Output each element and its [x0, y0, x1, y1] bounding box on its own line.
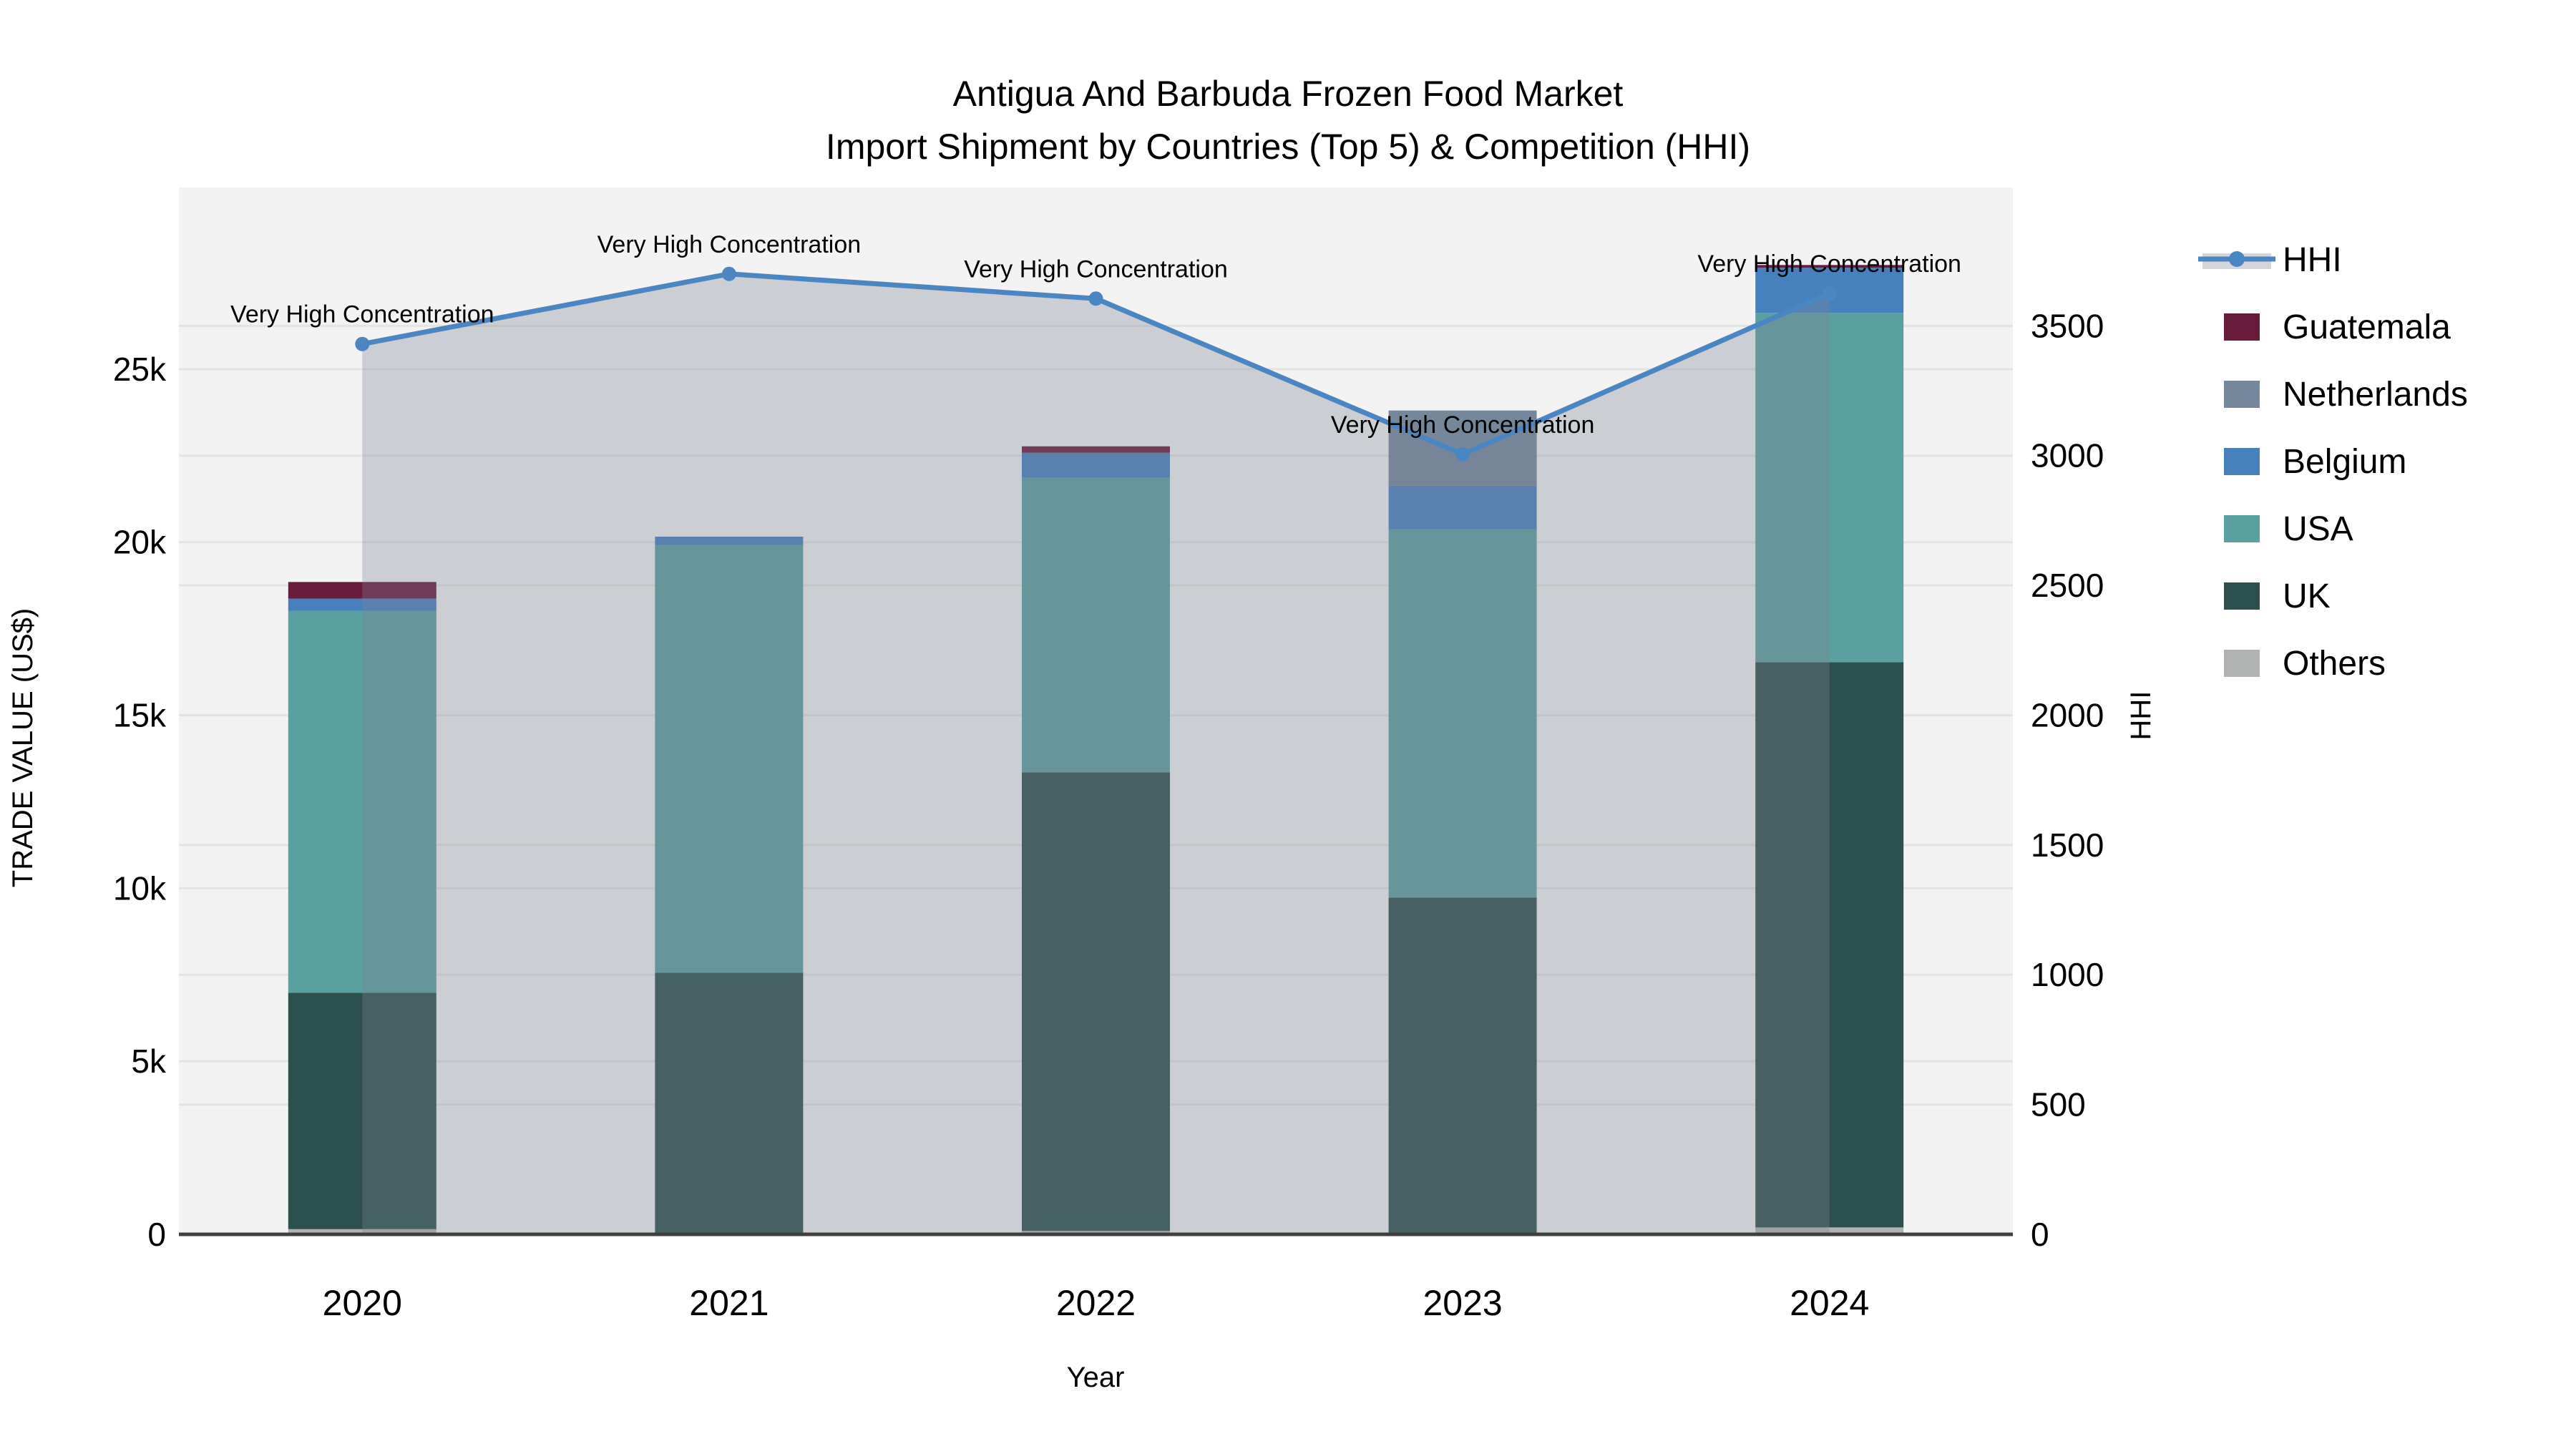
y-axis-title-left: TRADE VALUE (US$) [7, 608, 39, 887]
hhi-marker-2023[interactable] [1455, 447, 1470, 462]
legend-item-guatemala[interactable]: Guatemala [2224, 308, 2451, 346]
legend-item-others[interactable]: Others [2224, 645, 2386, 683]
legend-swatch-belgium [2224, 448, 2260, 475]
bar-segment-usa-2021[interactable] [655, 545, 804, 973]
hhi-marker-2020[interactable] [355, 336, 370, 351]
bar-segment-usa-2023[interactable] [1388, 529, 1537, 898]
hhi-area-fill [362, 273, 1830, 1235]
bar-segment-belgium-2022[interactable] [1022, 452, 1170, 478]
bar-segment-guatemala-2022[interactable] [1022, 446, 1170, 453]
left-tick-label: 0 [147, 1216, 166, 1253]
legend-item-uk[interactable]: UK [2224, 577, 2331, 615]
right-tick-label: 2500 [2031, 567, 2104, 604]
hhi-marker-2022[interactable] [1088, 291, 1103, 306]
legend-label-others: Others [2283, 645, 2386, 683]
chart-title-line2: Import Shipment by Countries (Top 5) & C… [826, 127, 1750, 167]
bar-segment-uk-2022[interactable] [1022, 772, 1170, 1231]
annotation-2022: Very High Concentration [964, 255, 1228, 283]
hhi-marker-2021[interactable] [721, 266, 736, 281]
legend-label-netherlands: Netherlands [2283, 376, 2468, 414]
legend-label-belgium: Belgium [2283, 443, 2406, 481]
annotation-2021: Very High Concentration [597, 231, 862, 258]
left-tick-label: 20k [113, 524, 167, 561]
legend-item-netherlands[interactable]: Netherlands [2224, 376, 2468, 414]
chart-title-line1: Antigua And Barbuda Frozen Food Market [953, 74, 1624, 114]
bar-segment-belgium-2023[interactable] [1388, 485, 1537, 530]
bar-segment-belgium-2020[interactable] [288, 598, 436, 611]
legend-label-guatemala: Guatemala [2283, 308, 2451, 346]
bar-segment-uk-2024[interactable] [1755, 662, 1904, 1228]
legend-item-belgium[interactable]: Belgium [2224, 443, 2406, 481]
right-tick-label: 0 [2031, 1216, 2049, 1253]
legend-hhi-marker-swatch [2229, 251, 2245, 267]
right-tick-label: 1000 [2031, 956, 2104, 993]
legend-swatch-usa [2224, 515, 2260, 542]
right-tick-label: 2000 [2031, 696, 2104, 733]
bar-segment-uk-2021[interactable] [655, 972, 804, 1234]
bar-segment-belgium-2021[interactable] [655, 536, 804, 545]
annotation-2020: Very High Concentration [230, 301, 494, 328]
annotation-2024: Very High Concentration [1697, 250, 1961, 278]
x-tick-label-2023: 2023 [1423, 1283, 1502, 1323]
legend-swatch-guatemala [2224, 313, 2260, 341]
bar-segment-usa-2022[interactable] [1022, 477, 1170, 773]
bar-segment-uk-2020[interactable] [288, 992, 436, 1229]
x-axis-title: Year [1067, 1362, 1125, 1393]
legend-swatch-others [2224, 650, 2260, 677]
left-tick-label: 5k [131, 1043, 167, 1080]
x-tick-label-2020: 2020 [323, 1283, 402, 1323]
hhi-marker-2024[interactable] [1822, 286, 1837, 301]
bar-segment-usa-2020[interactable] [288, 610, 436, 993]
legend-swatch-netherlands [2224, 381, 2260, 408]
legend-label-usa: USA [2283, 510, 2353, 548]
bar-segment-guatemala-2024[interactable] [1755, 265, 1904, 268]
legend-item-hhi[interactable]: HHI [2198, 241, 2342, 279]
bar-segment-others-2024[interactable] [1755, 1227, 1904, 1234]
bar-segment-usa-2024[interactable] [1755, 313, 1904, 663]
left-tick-label: 15k [113, 697, 167, 734]
right-tick-label: 3500 [2031, 307, 2104, 344]
legend-label-uk: UK [2283, 577, 2331, 615]
legend-label-hhi: HHI [2283, 241, 2342, 279]
bar-segment-uk-2023[interactable] [1388, 897, 1537, 1234]
legend-swatch-uk [2224, 582, 2260, 610]
bar-segment-guatemala-2020[interactable] [288, 582, 436, 599]
annotation-2023: Very High Concentration [1331, 411, 1595, 439]
right-tick-label: 3000 [2031, 437, 2104, 474]
left-tick-label: 25k [113, 351, 167, 388]
x-tick-label-2021: 2021 [689, 1283, 769, 1323]
right-tick-label: 1500 [2031, 826, 2104, 864]
x-tick-label-2024: 2024 [1790, 1283, 1869, 1323]
x-tick-label-2022: 2022 [1056, 1283, 1136, 1323]
y-axis-title-right: HHI [2125, 691, 2157, 741]
right-tick-label: 500 [2031, 1086, 2086, 1123]
left-tick-label: 10k [113, 869, 167, 907]
bar-segment-others-2020[interactable] [288, 1229, 436, 1234]
legend-item-usa[interactable]: USA [2224, 510, 2353, 548]
